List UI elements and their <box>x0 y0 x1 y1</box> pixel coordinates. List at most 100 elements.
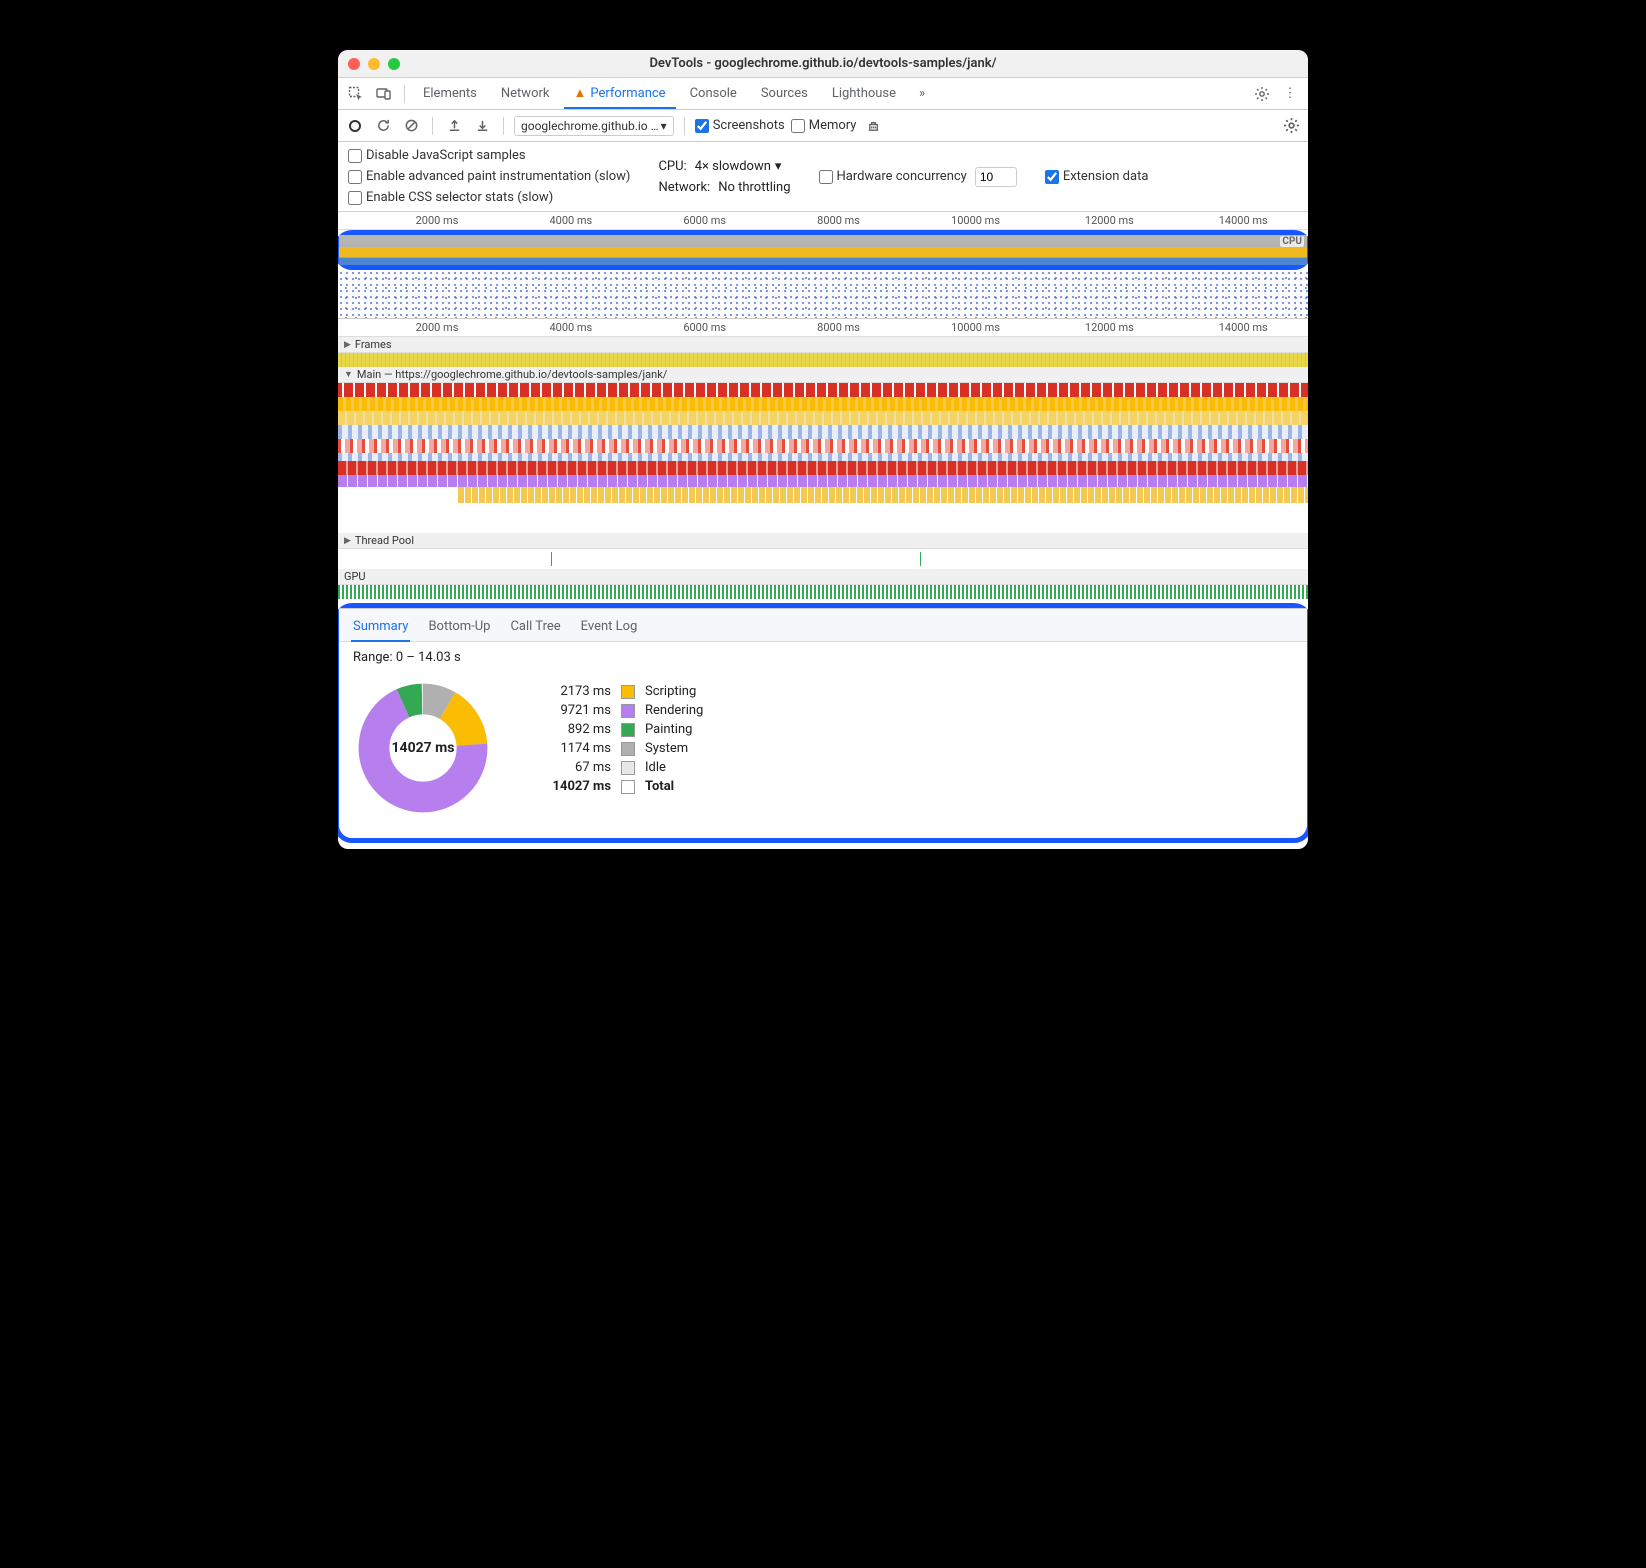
gpu-label: GPU <box>344 570 366 583</box>
cpu-throttle-row: CPU: 4× slowdown ▾ <box>658 159 790 174</box>
legend-swatch <box>621 723 635 737</box>
cpu-value: 4× slowdown <box>695 159 771 174</box>
tab-elements[interactable]: Elements <box>413 80 487 107</box>
tab-bottomup[interactable]: Bottom-Up <box>426 613 492 641</box>
tab-summary[interactable]: Summary <box>351 613 410 642</box>
ruler-tick: 14000 ms <box>1219 321 1268 334</box>
tab-network[interactable]: Network <box>491 80 560 107</box>
main-track-header[interactable]: ▼Main — https://googlechrome.github.io/d… <box>338 367 1308 383</box>
ruler-tick: 6000 ms <box>683 321 726 334</box>
download-button[interactable] <box>471 115 493 137</box>
legend-row: 1174 msSystem <box>533 739 703 758</box>
flame-chart-section: 2000 ms4000 ms6000 ms8000 ms10000 ms1200… <box>338 318 1308 599</box>
tab-lighthouse[interactable]: Lighthouse <box>822 80 906 107</box>
window-controls <box>348 58 400 70</box>
enable-css-stats-checkbox[interactable]: Enable CSS selector stats (slow) <box>348 190 630 205</box>
range-label: Range: 0 – 14.03 s <box>353 650 461 665</box>
clear-button[interactable] <box>400 115 422 137</box>
kebab-menu-icon[interactable]: ⋮ <box>1278 82 1302 106</box>
legend-swatch <box>621 742 635 756</box>
legend-label: Total <box>645 779 674 794</box>
legend-swatch <box>621 704 635 718</box>
titlebar: DevTools - googlechrome.github.io/devtoo… <box>338 50 1308 78</box>
legend-row: 2173 ms Scripting <box>533 682 703 701</box>
screenshots-label: Screenshots <box>713 118 785 133</box>
legend-row: 9721 msRendering <box>533 701 703 720</box>
hw-concurrency-input[interactable] <box>975 167 1017 187</box>
legend-total-row: 14027 msTotal <box>533 777 703 796</box>
ruler-tick: 4000 ms <box>549 214 592 227</box>
legend-label: Rendering <box>645 703 703 718</box>
ruler-tick: 6000 ms <box>683 214 726 227</box>
cpu-throttle-select[interactable]: 4× slowdown ▾ <box>695 159 782 174</box>
disable-js-samples-checkbox[interactable]: Disable JavaScript samples <box>348 148 630 163</box>
ruler-tick: 8000 ms <box>817 321 860 334</box>
hw-concurrency-label: Hardware concurrency <box>837 169 967 184</box>
reload-button[interactable] <box>372 115 394 137</box>
warning-icon: ▲ <box>574 85 587 101</box>
minimize-icon[interactable] <box>368 58 380 70</box>
legend-label: Scripting <box>645 684 696 699</box>
threadpool-label: Thread Pool <box>355 534 414 547</box>
upload-button[interactable] <box>443 115 465 137</box>
capture-settings-panel: Disable JavaScript samples Enable advanc… <box>338 142 1308 212</box>
cpu-overview-track[interactable]: CPU <box>339 235 1307 265</box>
legend-ms: 2173 ms <box>533 684 611 699</box>
device-toggle-icon[interactable] <box>372 82 396 106</box>
window-title: DevTools - googlechrome.github.io/devtoo… <box>348 56 1298 71</box>
gpu-track-header[interactable]: GPU <box>338 569 1308 585</box>
ruler-tick: 8000 ms <box>817 214 860 227</box>
enable-css-stats-label: Enable CSS selector stats (slow) <box>366 190 553 205</box>
recording-selector[interactable]: googlechrome.github.io …▾ <box>514 116 674 136</box>
extension-data-label: Extension data <box>1063 169 1149 184</box>
frames-track-header[interactable]: ▶ Frames <box>338 337 1308 353</box>
tab-sources[interactable]: Sources <box>751 80 818 107</box>
ruler-tick: 2000 ms <box>416 214 459 227</box>
zoom-icon[interactable] <box>388 58 400 70</box>
threadpool-track[interactable] <box>338 549 1308 569</box>
summary-legend: 2173 ms Scripting 9721 msRendering892 msPa… <box>533 682 703 796</box>
more-tabs-icon[interactable]: » <box>910 82 934 106</box>
settings-gear-icon[interactable] <box>1250 82 1274 106</box>
legend-row: 67 msIdle <box>533 758 703 777</box>
gpu-track[interactable] <box>338 585 1308 599</box>
memory-label: Memory <box>809 118 857 133</box>
overview-ruler[interactable]: 2000 ms4000 ms6000 ms8000 ms10000 ms1200… <box>338 212 1308 230</box>
capture-settings-icon[interactable] <box>1280 115 1302 137</box>
frames-label: Frames <box>355 338 392 351</box>
disable-js-samples-label: Disable JavaScript samples <box>366 148 526 163</box>
frames-track[interactable] <box>338 353 1308 367</box>
enable-paint-instr-checkbox[interactable]: Enable advanced paint instrumentation (s… <box>348 169 630 184</box>
record-button[interactable] <box>344 115 366 137</box>
details-panel: Summary Bottom-Up Call Tree Event Log Ra… <box>339 608 1307 838</box>
cpu-highlight: CPU <box>338 230 1308 270</box>
main-flame-chart[interactable] <box>338 383 1308 533</box>
tab-calltree[interactable]: Call Tree <box>508 613 562 641</box>
ruler-tick: 10000 ms <box>951 321 1000 334</box>
screenshots-overview-track[interactable] <box>338 270 1308 318</box>
ruler-tick: 10000 ms <box>951 214 1000 227</box>
threadpool-track-header[interactable]: ▶Thread Pool <box>338 533 1308 549</box>
ruler-tick: 14000 ms <box>1219 214 1268 227</box>
details-tabs: Summary Bottom-Up Call Tree Event Log <box>339 609 1307 642</box>
network-label: Network: <box>658 180 710 195</box>
garbage-collect-icon[interactable] <box>862 115 884 137</box>
expand-icon: ▶ <box>344 340 351 350</box>
tab-eventlog[interactable]: Event Log <box>579 613 640 641</box>
memory-checkbox[interactable]: Memory <box>791 118 857 133</box>
flame-ruler[interactable]: 2000 ms4000 ms6000 ms8000 ms10000 ms1200… <box>338 319 1308 337</box>
overview-section: 2000 ms4000 ms6000 ms8000 ms10000 ms1200… <box>338 212 1308 318</box>
legend-label: System <box>645 741 688 756</box>
extension-data-checkbox[interactable]: Extension data <box>1045 169 1298 184</box>
tab-console[interactable]: Console <box>680 80 747 107</box>
close-icon[interactable] <box>348 58 360 70</box>
recording-url-label: googlechrome.github.io … <box>521 119 659 133</box>
screenshots-checkbox[interactable]: Screenshots <box>695 118 785 133</box>
hw-concurrency-checkbox[interactable]: Hardware concurrency <box>819 169 967 184</box>
legend-label: Idle <box>645 760 666 775</box>
legend-swatch <box>621 780 635 794</box>
inspect-icon[interactable] <box>344 82 368 106</box>
network-throttle-row: Network: No throttling <box>658 180 790 195</box>
tab-performance[interactable]: ▲Performance <box>564 79 676 109</box>
legend-row: 892 msPainting <box>533 720 703 739</box>
